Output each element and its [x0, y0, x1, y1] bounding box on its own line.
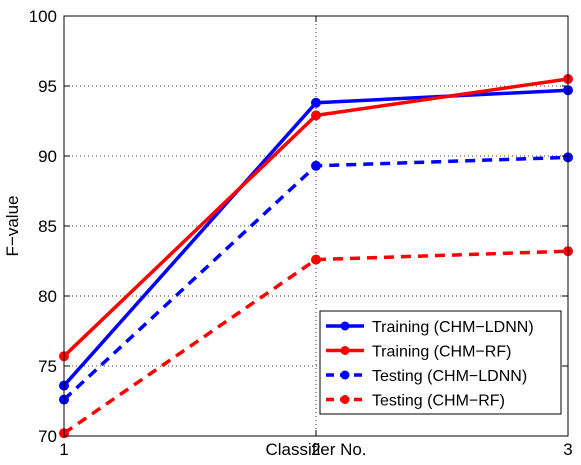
x-tick-label: 2: [311, 440, 320, 459]
y-tick-label: 90: [38, 147, 57, 166]
y-tick-label: 80: [38, 287, 57, 306]
legend-marker: [340, 346, 350, 355]
y-tick-label: 75: [38, 357, 57, 376]
legend-marker: [340, 395, 350, 404]
y-tick-label: 70: [38, 427, 57, 446]
ticks: 70 75 80 85 90 95 100 1 2 3: [29, 7, 573, 459]
y-tick-label: 95: [38, 77, 57, 96]
legend-label: Testing (CHM−LDNN): [372, 368, 527, 385]
legend-marker: [340, 370, 350, 380]
data-point: [311, 254, 321, 265]
legend-box: [319, 310, 562, 415]
data-point: [311, 97, 321, 108]
x-tick-label: 1: [59, 440, 68, 459]
legend-label: Training (CHM−RF): [372, 344, 511, 361]
data-point: [311, 160, 321, 171]
y-tick-label: 100: [29, 7, 57, 26]
x-tick-label: 3: [563, 440, 572, 459]
series-group: [59, 74, 573, 439]
y-tick-label: 85: [38, 217, 57, 236]
series-2: [59, 74, 573, 362]
legend-label: Training (CHM−LDNN): [372, 319, 534, 336]
data-point: [311, 110, 321, 121]
legend-label: Testing (CHM−RF): [372, 393, 505, 410]
legend-marker: [340, 321, 350, 331]
legend: Training (CHM−LDNN) Training (CHM−RF) Test…: [319, 310, 562, 415]
x-axis-label: Classifier No.: [265, 440, 366, 459]
y-axis-label: F−value: [3, 196, 22, 257]
